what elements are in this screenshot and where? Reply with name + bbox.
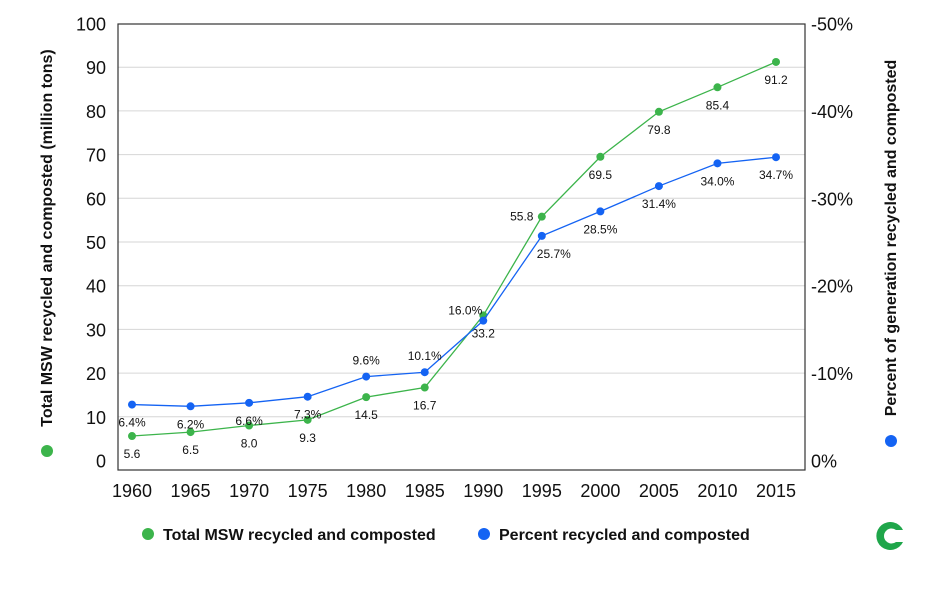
data-point bbox=[596, 152, 605, 161]
x-tick-label: 1980 bbox=[346, 481, 386, 501]
y-right-tick-label: -20% bbox=[811, 277, 853, 297]
data-point bbox=[245, 421, 254, 430]
legend-marker-green bbox=[142, 528, 154, 540]
series-line-percent bbox=[131, 156, 777, 407]
y-left-tick-label: 70 bbox=[86, 146, 106, 166]
left-axis-title: Total MSW recycled and composted (millio… bbox=[39, 49, 56, 457]
data-point bbox=[772, 57, 780, 66]
left-axis-label: Total MSW recycled and composted (millio… bbox=[39, 49, 56, 427]
data-point bbox=[186, 428, 195, 437]
right-axis-ticks: 0% -10% -20% -30% -40% -50% bbox=[811, 15, 853, 472]
x-tick-label: 2010 bbox=[697, 481, 737, 501]
x-tick-label: 2015 bbox=[756, 481, 796, 501]
y-left-tick-label: 20 bbox=[86, 364, 106, 384]
data-label: 91.2 bbox=[764, 73, 788, 87]
legend-marker-blue bbox=[478, 528, 490, 540]
data-point bbox=[362, 393, 371, 402]
data-label: 28.5% bbox=[583, 222, 617, 236]
right-axis-blue-marker bbox=[885, 435, 897, 447]
x-tick-label: 2005 bbox=[639, 481, 679, 501]
data-point bbox=[186, 402, 195, 411]
y-left-tick-label: 0 bbox=[96, 452, 106, 472]
data-label: 25.7% bbox=[537, 247, 571, 261]
data-point bbox=[654, 107, 663, 116]
legend-label-percent: Percent recycled and composted bbox=[499, 527, 750, 544]
series-line-total bbox=[131, 61, 777, 437]
right-axis-label: Percent of generation recycled and compo… bbox=[883, 60, 900, 417]
y-left-tick-label: 50 bbox=[86, 233, 106, 253]
x-axis-ticks: 1960 1965 1970 1975 1980 1985 1990 1995 2000 2005… bbox=[112, 481, 796, 501]
x-tick-label: 1970 bbox=[229, 481, 269, 501]
gridlines bbox=[118, 66, 805, 418]
data-point bbox=[772, 153, 780, 162]
x-tick-label: 2000 bbox=[580, 481, 620, 501]
data-label: 69.5 bbox=[589, 168, 613, 182]
x-tick-label: 1990 bbox=[463, 481, 503, 501]
y-left-tick-label: 90 bbox=[86, 58, 106, 78]
data-point bbox=[420, 383, 429, 392]
data-point bbox=[654, 182, 663, 191]
data-point bbox=[420, 368, 429, 377]
data-point bbox=[303, 392, 312, 401]
legend-label-total: Total MSW recycled and composted bbox=[163, 527, 436, 544]
data-label: 14.5 bbox=[355, 408, 379, 422]
y-left-tick-label: 80 bbox=[86, 102, 106, 122]
y-right-tick-label: 0% bbox=[811, 452, 837, 472]
x-tick-label: 1965 bbox=[171, 481, 211, 501]
x-tick-label: 1995 bbox=[522, 481, 562, 501]
y-right-tick-label: -30% bbox=[811, 189, 853, 209]
data-label: 7.3% bbox=[294, 408, 322, 422]
data-label: 6.6% bbox=[235, 414, 263, 428]
data-label: 5.6 bbox=[124, 447, 141, 461]
data-label: 85.4 bbox=[706, 98, 730, 112]
data-label: 6.5 bbox=[182, 443, 199, 457]
data-label: 9.3 bbox=[299, 431, 316, 445]
data-point bbox=[713, 83, 722, 92]
y-right-tick-label: -40% bbox=[811, 102, 853, 122]
data-label: 6.2% bbox=[177, 417, 205, 431]
series-layer: 5.6 6.5 8.0 9.3 14.5 16.7 33.2 55.8 69.5 79.8 85.4… bbox=[118, 57, 793, 461]
data-point bbox=[537, 231, 546, 240]
data-label: 55.8 bbox=[510, 210, 534, 224]
logo-icon bbox=[876, 522, 903, 550]
right-axis-title: Percent of generation recycled and compo… bbox=[883, 60, 900, 447]
y-left-tick-label: 40 bbox=[86, 277, 106, 297]
data-point bbox=[245, 398, 254, 407]
left-axis-ticks: 0 10 20 30 40 50 60 70 80 90 100 bbox=[76, 15, 106, 472]
data-point bbox=[303, 415, 312, 424]
data-point bbox=[596, 207, 605, 216]
plot-frame bbox=[117, 23, 806, 471]
left-axis-green-marker bbox=[41, 445, 53, 457]
y-right-tick-label: -10% bbox=[811, 364, 853, 384]
data-point bbox=[537, 212, 546, 221]
data-point bbox=[362, 372, 371, 381]
data-label: 6.4% bbox=[118, 416, 146, 430]
legend: Total MSW recycled and composted Percent… bbox=[142, 527, 750, 544]
data-label: 79.8 bbox=[647, 123, 671, 137]
data-label: 8.0 bbox=[241, 437, 258, 451]
data-label: 16.7 bbox=[413, 399, 437, 413]
data-label: 16.0% bbox=[448, 304, 482, 318]
y-left-tick-label: 100 bbox=[76, 15, 106, 35]
data-label: 33.2 bbox=[472, 326, 496, 340]
y-left-tick-label: 30 bbox=[86, 320, 106, 340]
data-label: 34.7% bbox=[759, 168, 793, 182]
data-label: 9.6% bbox=[353, 354, 381, 368]
y-left-tick-label: 10 bbox=[86, 408, 106, 428]
y-right-tick-label: -50% bbox=[811, 15, 853, 35]
x-tick-label: 1975 bbox=[288, 481, 328, 501]
data-point bbox=[479, 316, 488, 325]
data-point bbox=[713, 159, 722, 168]
data-label: 34.0% bbox=[700, 174, 734, 188]
x-tick-label: 1960 bbox=[112, 481, 152, 501]
data-label: 10.1% bbox=[408, 349, 442, 363]
data-label: 31.4% bbox=[642, 197, 676, 211]
x-tick-label: 1985 bbox=[405, 481, 445, 501]
data-point bbox=[128, 400, 136, 409]
data-point bbox=[128, 432, 136, 441]
y-left-tick-label: 60 bbox=[86, 189, 106, 209]
